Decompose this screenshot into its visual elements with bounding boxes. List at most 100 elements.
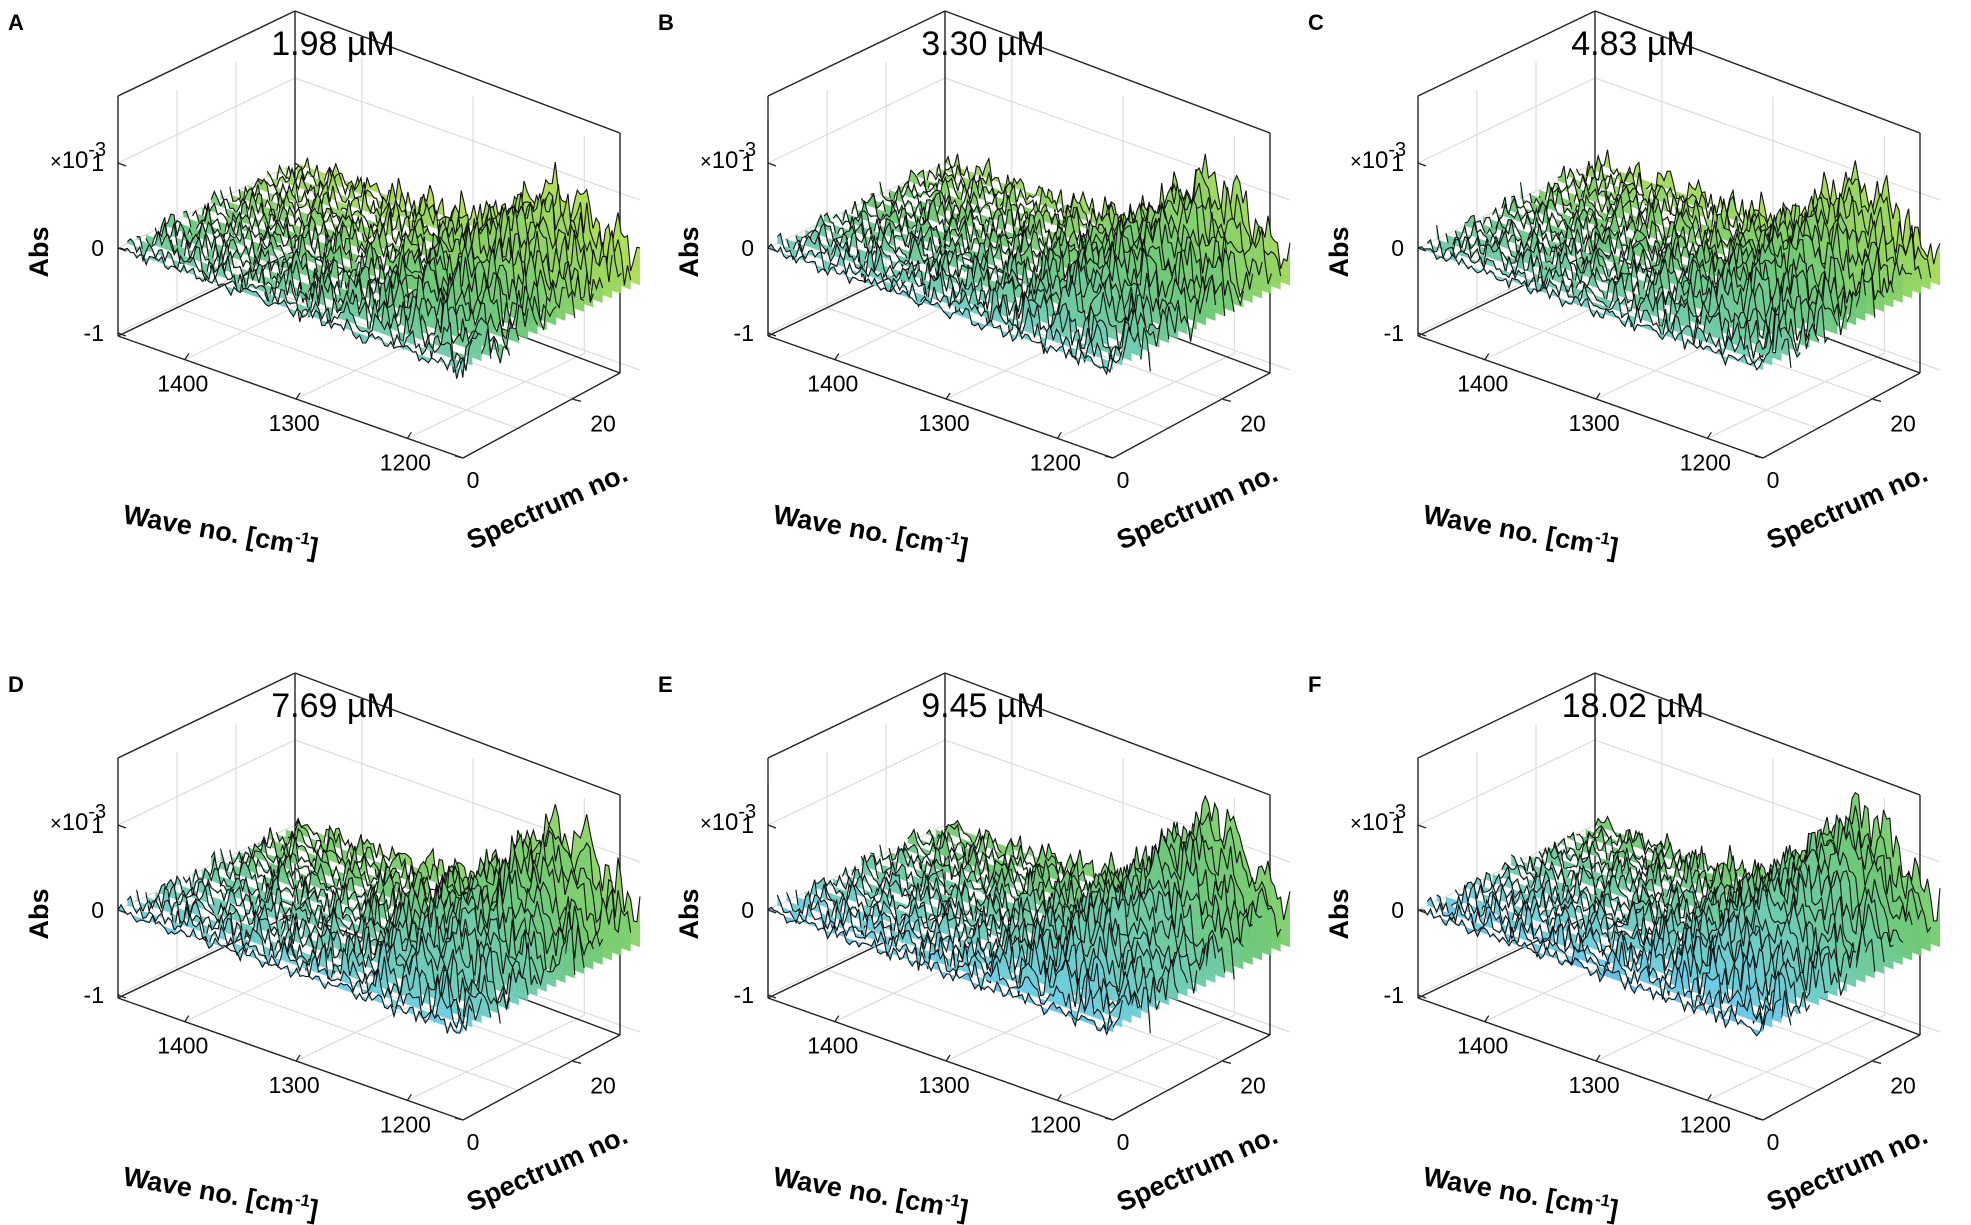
surface-strip bbox=[1445, 884, 1791, 1026]
z-exponent-label: ×10-3 bbox=[1350, 139, 1406, 174]
z-tick-label: 0 bbox=[1391, 897, 1404, 923]
spectrum-line bbox=[154, 882, 501, 1024]
spectrum-line bbox=[1426, 896, 1773, 1031]
spectrum-line bbox=[898, 841, 1244, 947]
spectrum-line bbox=[776, 894, 1123, 1035]
panel-title: 3.30 µM bbox=[921, 25, 1045, 63]
x-tick bbox=[1706, 1093, 1712, 1101]
y-tick-label: 0 bbox=[467, 467, 480, 493]
y-tick-label: 0 bbox=[1767, 1129, 1780, 1155]
z-tick-label: 0 bbox=[741, 897, 754, 923]
y-tick bbox=[1104, 1117, 1114, 1121]
z-tick-label: 1 bbox=[91, 812, 104, 838]
spectrum-line bbox=[117, 247, 464, 379]
surface-plot bbox=[767, 794, 1291, 1036]
z-gridline bbox=[117, 77, 641, 201]
panel-d: 1 0 -1 1400 1300 1200 0 20 D 7.69 µM ×10-3 Abs Wave … bbox=[8, 672, 641, 1225]
z-tick bbox=[767, 162, 777, 167]
z-tick-label: 0 bbox=[1391, 235, 1404, 261]
panel-c: 1 0 -1 1400 1300 1200 0 20 C 4.83 µM ×10-3 Abs Wave … bbox=[1308, 10, 1941, 563]
surface-strip bbox=[786, 892, 1132, 1024]
spectrum-line bbox=[1529, 847, 1876, 972]
spectrum-line bbox=[907, 169, 1254, 299]
z-tick-label: 1 bbox=[1391, 812, 1404, 838]
y-tick-label: 20 bbox=[1240, 1072, 1266, 1098]
z-exponent-label: ×10-3 bbox=[700, 139, 756, 174]
surface-plot bbox=[767, 153, 1291, 376]
z-tick bbox=[767, 332, 777, 337]
spectrum-line bbox=[814, 213, 1161, 347]
spectrum-line bbox=[1454, 220, 1801, 359]
z-axis-label: Abs bbox=[674, 888, 704, 939]
x-tick-label: 1300 bbox=[268, 1072, 319, 1098]
y-tick-label: 20 bbox=[1240, 410, 1266, 436]
spectrum-line bbox=[776, 232, 1123, 376]
axis-edge bbox=[462, 372, 621, 459]
z-tick-label: 1 bbox=[91, 150, 104, 176]
x-tick bbox=[406, 431, 412, 439]
z-tick bbox=[117, 909, 127, 914]
x-tick bbox=[834, 353, 840, 360]
y-axis-label: Spectrum no. bbox=[1762, 458, 1932, 556]
axis-edge bbox=[767, 672, 946, 759]
axis-edge bbox=[1594, 672, 1921, 796]
axis-edge bbox=[294, 672, 621, 796]
spectrum-line bbox=[1557, 165, 1904, 297]
spectrum-line bbox=[1464, 881, 1811, 1014]
y-axis-label: Spectrum no. bbox=[462, 458, 632, 556]
spectrum-line bbox=[814, 876, 1161, 1011]
spectrum-line bbox=[1445, 232, 1792, 368]
z-exponent-label: ×10-3 bbox=[50, 139, 106, 174]
panel-b: 1 0 -1 1400 1300 1200 0 20 B 3.30 µM ×10-3 Abs Wave … bbox=[658, 10, 1291, 563]
spectrum-line bbox=[1566, 826, 1913, 926]
panel-title: 9.45 µM bbox=[921, 687, 1045, 725]
z-tick-label: 1 bbox=[741, 150, 754, 176]
y-tick bbox=[1872, 1060, 1882, 1064]
panel-a: 1 0 -1 1400 1300 1200 0 20 A 1.98 µM ×10-3 Abs Wave … bbox=[8, 10, 641, 563]
spectrum-line bbox=[1501, 861, 1848, 996]
z-tick bbox=[117, 332, 127, 337]
panel-letter: B bbox=[658, 10, 674, 35]
z-tick bbox=[117, 247, 127, 252]
y-tick bbox=[454, 1117, 464, 1121]
x-tick-label: 1300 bbox=[268, 410, 319, 436]
axis-edge bbox=[117, 10, 296, 97]
panel-title: 7.69 µM bbox=[271, 687, 395, 725]
z-tick bbox=[1417, 909, 1427, 914]
x-tick bbox=[1484, 353, 1490, 360]
y-tick bbox=[1222, 1060, 1232, 1064]
surface-strip bbox=[1418, 246, 1763, 370]
surface-strip bbox=[127, 896, 473, 1030]
spectrum-line bbox=[1417, 246, 1764, 371]
spectrum-line bbox=[786, 890, 1133, 1015]
y-tick bbox=[1222, 398, 1232, 402]
y-tick-label: 20 bbox=[1890, 1072, 1916, 1098]
axis-edge bbox=[1112, 372, 1271, 459]
axis-edge bbox=[767, 997, 1114, 1121]
spectrum-line bbox=[136, 229, 482, 378]
y-tick-label: 0 bbox=[1767, 467, 1780, 493]
y-tick bbox=[1754, 455, 1764, 459]
axis-edge bbox=[1417, 997, 1764, 1121]
z-tick bbox=[1417, 994, 1427, 999]
y-tick bbox=[454, 455, 464, 459]
z-tick bbox=[1417, 162, 1427, 167]
z-tick bbox=[117, 994, 127, 999]
z-tick bbox=[767, 994, 777, 999]
spectrum-line bbox=[247, 839, 594, 957]
axis-edge bbox=[1762, 1034, 1921, 1121]
x-tick-label: 1400 bbox=[1457, 371, 1508, 397]
y-tick bbox=[1754, 1117, 1764, 1121]
x-tick-label: 1300 bbox=[918, 410, 969, 436]
spectrum-line bbox=[1576, 816, 1922, 921]
surface-strip bbox=[173, 876, 519, 1010]
panel-e: 1 0 -1 1400 1300 1200 0 20 E 9.45 µM ×10-3 Abs Wave … bbox=[658, 672, 1291, 1225]
panel-title: 1.98 µM bbox=[271, 25, 395, 63]
surface-plot bbox=[1417, 791, 1941, 1037]
x-tick-label: 1200 bbox=[380, 449, 431, 475]
z-exponent-label: ×10-3 bbox=[1350, 801, 1406, 836]
z-tick-label: 0 bbox=[91, 897, 104, 923]
panel-letter: E bbox=[658, 672, 673, 697]
z-tick-label: -1 bbox=[734, 320, 754, 346]
surface-strip bbox=[145, 223, 491, 359]
